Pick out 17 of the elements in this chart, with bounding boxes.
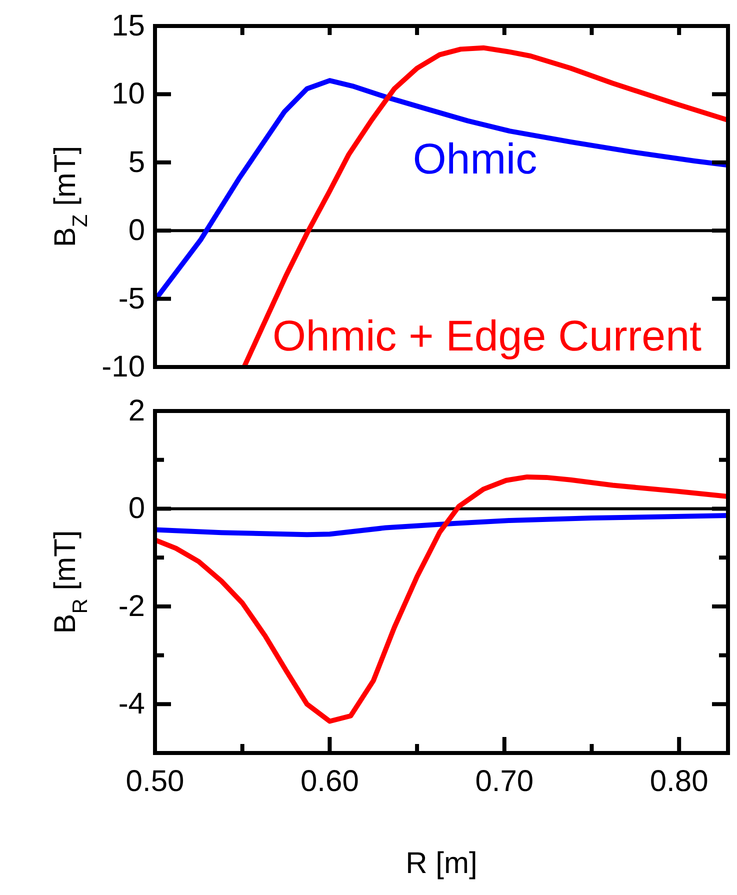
- series-label: Ohmic: [412, 136, 538, 184]
- y-tick-label: -5: [118, 282, 145, 316]
- y-tick-label: -2: [118, 590, 145, 623]
- y-tick-label: 0: [128, 492, 145, 526]
- y-tick-label: 10: [112, 78, 145, 111]
- y-tick-label: 0: [128, 214, 145, 248]
- y-tick-label: -10: [102, 350, 145, 384]
- x-tick-label: 0.60: [300, 765, 359, 798]
- x-tick-label: 0.80: [650, 765, 708, 798]
- x-axis-title: R [m]: [406, 847, 478, 880]
- y-tick-label: 2: [128, 394, 145, 428]
- x-tick-label: 0.70: [475, 765, 534, 798]
- y-tick-label: 5: [128, 146, 145, 179]
- series-label: Ohmic + Edge Current: [272, 313, 702, 362]
- x-tick-label: 0.50: [126, 765, 184, 798]
- y-tick-label: -4: [118, 688, 145, 721]
- y-tick-label: 15: [112, 10, 145, 42]
